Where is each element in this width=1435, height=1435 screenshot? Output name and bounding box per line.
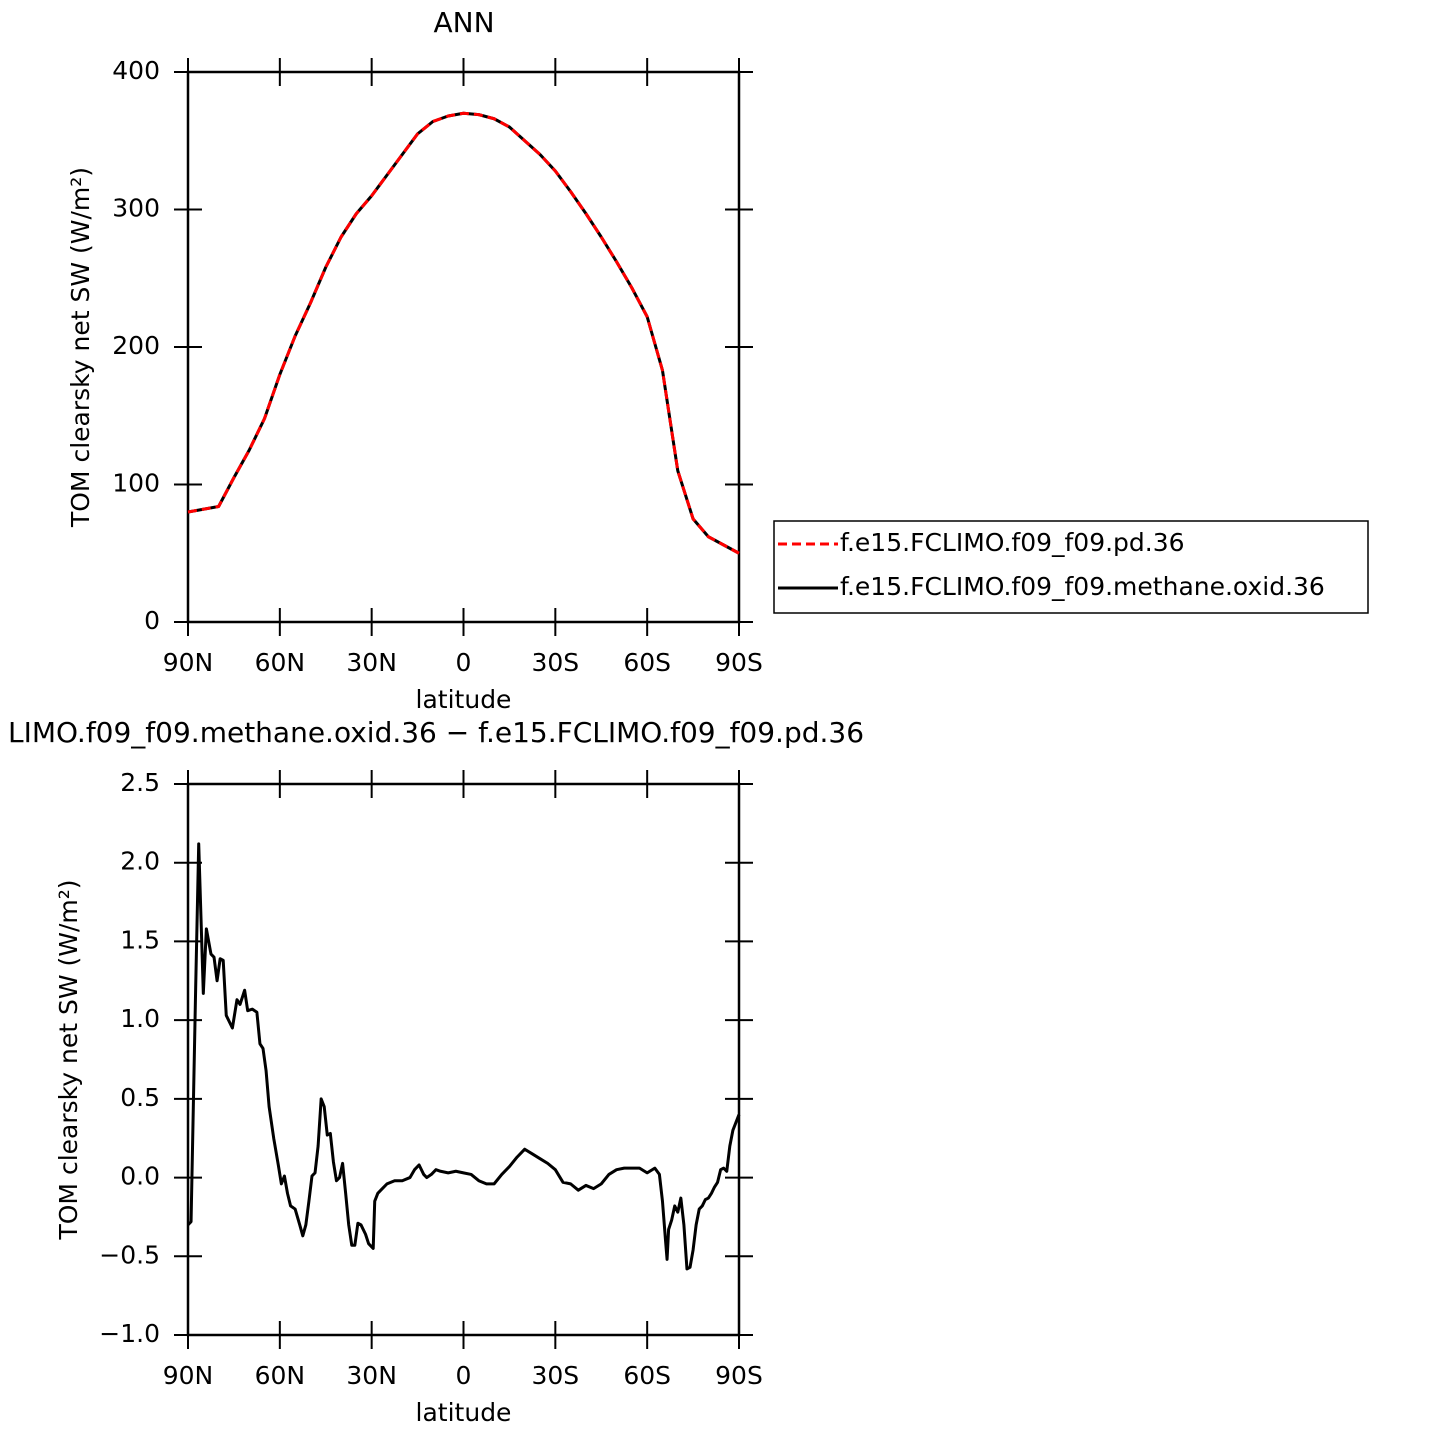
series-line	[187, 111, 740, 555]
legend-label: f.e15.FCLIMO.f09_f09.methane.oxid.36	[840, 572, 1325, 601]
y-tick-label: 400	[112, 56, 160, 85]
y-tick-label: 1.0	[120, 1004, 160, 1033]
y-tick-label: 1.5	[120, 925, 160, 954]
y-tick-label: 2.5	[120, 768, 160, 797]
chart-title: LIMO.f09_f09.methane.oxid.36 − f.e15.FCL…	[8, 716, 864, 749]
x-tick-label: 60S	[623, 1361, 671, 1390]
x-tick-label: 60S	[623, 648, 671, 677]
y-tick-label: 0.0	[120, 1162, 160, 1191]
y-tick-label: 100	[112, 469, 160, 498]
y-tick-label: 0	[144, 606, 160, 635]
x-tick-label: 0	[456, 1361, 472, 1390]
x-tick-label: 60N	[255, 648, 306, 677]
y-tick-label: 0.5	[120, 1083, 160, 1112]
x-tick-label: 90N	[163, 648, 214, 677]
x-tick-label: 90S	[715, 648, 763, 677]
x-tick-label: 30S	[531, 648, 579, 677]
x-tick-label: 0	[456, 648, 472, 677]
plot-frame	[186, 782, 741, 1337]
y-tick-label: −1.0	[99, 1319, 160, 1348]
legend-box	[773, 520, 1369, 614]
x-tick-label: 90N	[163, 1361, 214, 1390]
y-tick-label: 300	[112, 194, 160, 223]
chart-title: ANN	[433, 6, 494, 39]
x-tick-label: 90S	[715, 1361, 763, 1390]
y-tick-label: −0.5	[99, 1240, 160, 1269]
x-axis-label: latitude	[416, 685, 512, 714]
x-axis-label: latitude	[416, 1398, 512, 1427]
y-axis-label: TOM clearsky net SW (W/m²)	[66, 167, 95, 528]
x-tick-label: 30N	[346, 648, 397, 677]
y-axis-label: TOM clearsky net SW (W/m²)	[54, 879, 83, 1240]
data-line	[186, 842, 741, 1271]
x-tick-label: 30N	[346, 1361, 397, 1390]
x-tick-label: 30S	[531, 1361, 579, 1390]
series-line	[187, 111, 740, 555]
x-tick-label: 60N	[255, 1361, 306, 1390]
y-tick-label: 2.0	[120, 847, 160, 876]
y-tick-label: 200	[112, 331, 160, 360]
legend-label: f.e15.FCLIMO.f09_f09.pd.36	[840, 528, 1185, 557]
